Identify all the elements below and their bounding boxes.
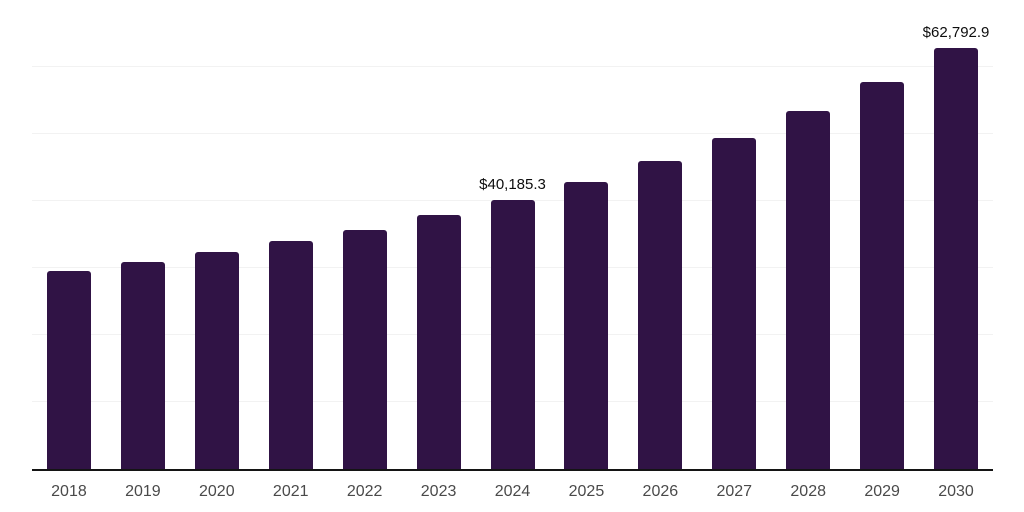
- x-axis-label-2024: 2024: [494, 483, 531, 500]
- bar-2028: [786, 110, 831, 469]
- bar-2022: [342, 229, 387, 469]
- bar-2023: [416, 215, 461, 469]
- x-axis-label-2030: 2030: [938, 483, 974, 500]
- bar-2029: [860, 81, 905, 469]
- bar-2019: [120, 261, 165, 469]
- x-axis-label-2019: 2019: [125, 483, 161, 500]
- x-axis-label-2021: 2021: [272, 483, 309, 500]
- bar-2020: [194, 252, 239, 469]
- bar-2024: [490, 199, 535, 469]
- bar-2018: [46, 271, 91, 469]
- gridline: [32, 133, 993, 134]
- x-axis-label-2026: 2026: [642, 483, 679, 500]
- bar-2026: [638, 161, 683, 469]
- bar-2027: [712, 138, 757, 469]
- bar-2021: [268, 241, 313, 469]
- x-axis-label-2018: 2018: [51, 483, 87, 500]
- plot-area: $40,185.3 $62,792.9: [32, 0, 993, 471]
- x-axis-label-2020: 2020: [199, 483, 235, 500]
- x-axis-label-2027: 2027: [716, 483, 753, 500]
- x-axis-label-2028: 2028: [790, 483, 826, 500]
- bar-value-label-2024: $40,185.3: [479, 175, 546, 193]
- x-axis-label-2029: 2029: [864, 483, 900, 500]
- bar-2025: [564, 182, 609, 469]
- bar-value-label-2030: $62,792.9: [922, 24, 990, 42]
- x-axis-label-2025: 2025: [568, 483, 605, 500]
- gridline: [32, 66, 993, 67]
- x-axis-label-2023: 2023: [420, 483, 457, 500]
- x-axis-label-2022: 2022: [346, 483, 383, 500]
- bar-2030: [934, 48, 979, 469]
